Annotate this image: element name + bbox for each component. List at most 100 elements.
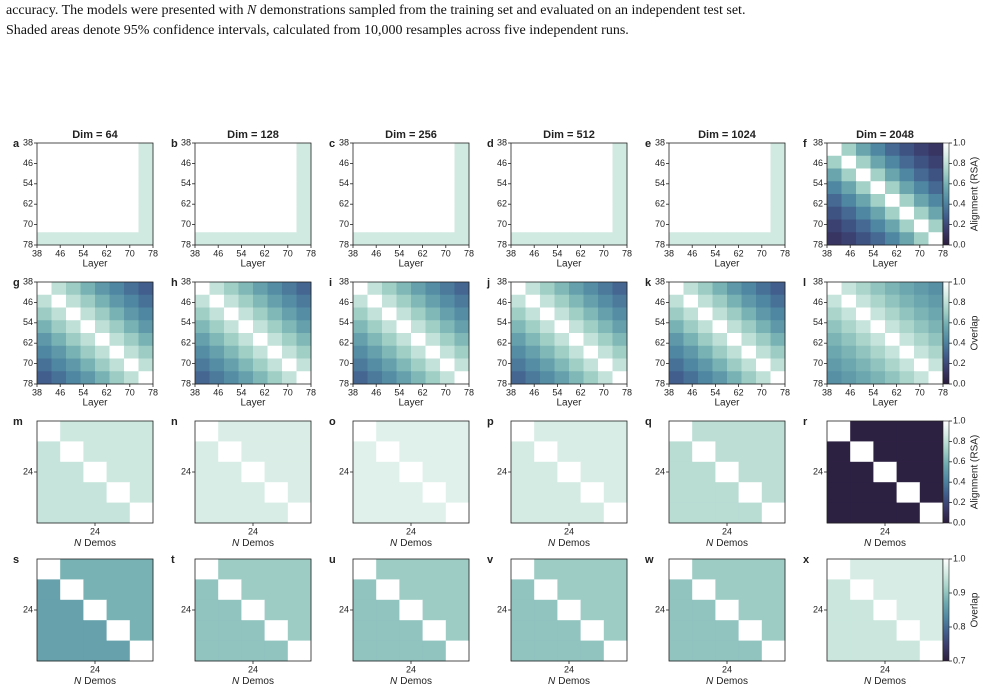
heatmap-cell <box>138 320 154 334</box>
heatmap-cell <box>698 232 713 246</box>
heatmap-cell <box>296 345 312 359</box>
heatmap-cell <box>37 579 61 601</box>
heatmap-cell <box>827 181 842 195</box>
heatmap-cell <box>124 181 139 195</box>
heatmap-cell <box>612 181 628 195</box>
heatmap-cell <box>914 371 929 385</box>
heatmap-cell <box>224 206 239 220</box>
heatmap-cell <box>138 143 154 157</box>
heatmap-cell <box>195 620 219 641</box>
heatmap-cell <box>896 441 921 463</box>
heatmap-cell <box>66 358 81 372</box>
heatmap-cell <box>885 194 900 208</box>
heatmap-cell <box>841 333 857 347</box>
heatmap-cell <box>264 482 289 503</box>
heatmap-cell <box>569 143 584 157</box>
heatmap-cell <box>238 371 254 385</box>
heatmap-cell <box>914 358 929 372</box>
heatmap-cell <box>738 482 763 503</box>
heatmap-cell <box>282 371 297 385</box>
heatmap-cell <box>727 371 742 385</box>
heatmap-cell <box>124 232 139 246</box>
y-tick-label: 38 <box>655 276 665 286</box>
x-tick-label: 24 <box>564 526 574 536</box>
heatmap-cell <box>37 181 52 195</box>
heatmap-cell <box>899 206 915 220</box>
heatmap-cell <box>896 620 921 641</box>
heatmap-cell <box>80 194 96 208</box>
heatmap-cell <box>353 219 368 233</box>
x-axis-label-text: Demos <box>716 538 748 549</box>
y-tick-label: 78 <box>813 239 823 249</box>
heatmap-cell <box>241 461 265 483</box>
heatmap-cell <box>264 502 289 524</box>
heatmap-cell <box>267 143 283 157</box>
heatmap-cell <box>80 143 96 157</box>
heatmap-cell <box>396 143 412 157</box>
heatmap-cell <box>83 482 107 503</box>
y-tick-label: 46 <box>813 297 823 307</box>
heatmap-cell <box>129 559 154 580</box>
heatmap-cell <box>557 482 581 503</box>
heatmap-cell <box>669 294 684 308</box>
heatmap-cell <box>60 482 84 503</box>
heatmap-cell <box>761 441 786 463</box>
x-tick-label: 24 <box>880 664 890 674</box>
x-axis-label: Layer <box>398 398 424 409</box>
heatmap-cell <box>669 206 684 220</box>
heatmap-cell <box>919 421 944 442</box>
heatmap-cell <box>425 232 441 246</box>
heatmap-cell <box>95 320 110 334</box>
heatmap-cell <box>287 421 312 442</box>
heatmap-cell <box>698 194 713 208</box>
heatmap-cell <box>827 333 842 347</box>
x-tick-label: 46 <box>529 248 539 258</box>
heatmap-cell <box>129 599 154 621</box>
heatmap-cell <box>296 294 312 308</box>
heatmap-cell <box>534 482 558 503</box>
heatmap-cell <box>896 599 921 621</box>
y-tick-label: 78 <box>23 378 33 388</box>
heatmap-cell <box>827 155 842 169</box>
heatmap-cell <box>540 371 555 385</box>
heatmap-cell <box>267 307 283 321</box>
x-tick-label: 70 <box>599 248 609 258</box>
x-tick-label: 78 <box>780 248 790 258</box>
y-tick-label: 70 <box>497 219 507 229</box>
y-tick-label: 46 <box>813 158 823 168</box>
heatmap-cell <box>554 206 570 220</box>
heatmap-cell <box>885 358 900 372</box>
x-axis-label-variable: N <box>390 676 398 687</box>
x-tick-label: 46 <box>213 248 223 258</box>
heatmap-cell <box>382 194 397 208</box>
heatmap-cell <box>282 168 297 182</box>
x-axis-label-text: Demos <box>400 538 432 549</box>
x-axis-label-text: Demos <box>242 676 274 687</box>
x-axis-label: Layer <box>240 259 266 270</box>
heatmap-cell <box>209 358 225 372</box>
heatmap-cell <box>382 333 397 347</box>
heatmap-cell <box>756 307 771 321</box>
heatmap-cell <box>712 155 728 169</box>
heatmap-cell <box>80 294 96 308</box>
heatmap-cell <box>224 294 239 308</box>
heatmap-cell <box>376 441 400 463</box>
heatmap-cell <box>264 599 289 621</box>
heatmap-cell <box>525 320 541 334</box>
heatmap-cell <box>296 206 312 220</box>
heatmap-cell <box>209 345 225 359</box>
heatmap-cell <box>841 282 857 296</box>
heatmap-cell <box>138 155 154 169</box>
heatmap-cell <box>396 294 412 308</box>
y-tick-label: 54 <box>339 178 349 188</box>
panel-letter: c <box>329 138 335 150</box>
x-tick-label: 70 <box>125 387 135 397</box>
heatmap-cell <box>841 358 857 372</box>
heatmap-cell <box>580 640 605 662</box>
heatmap-cell <box>712 232 728 246</box>
heatmap-cell <box>95 371 110 385</box>
heatmap-cell <box>224 168 239 182</box>
heatmap-cell <box>241 559 265 580</box>
heatmap-cell <box>376 421 400 442</box>
heatmap-cell <box>440 194 455 208</box>
